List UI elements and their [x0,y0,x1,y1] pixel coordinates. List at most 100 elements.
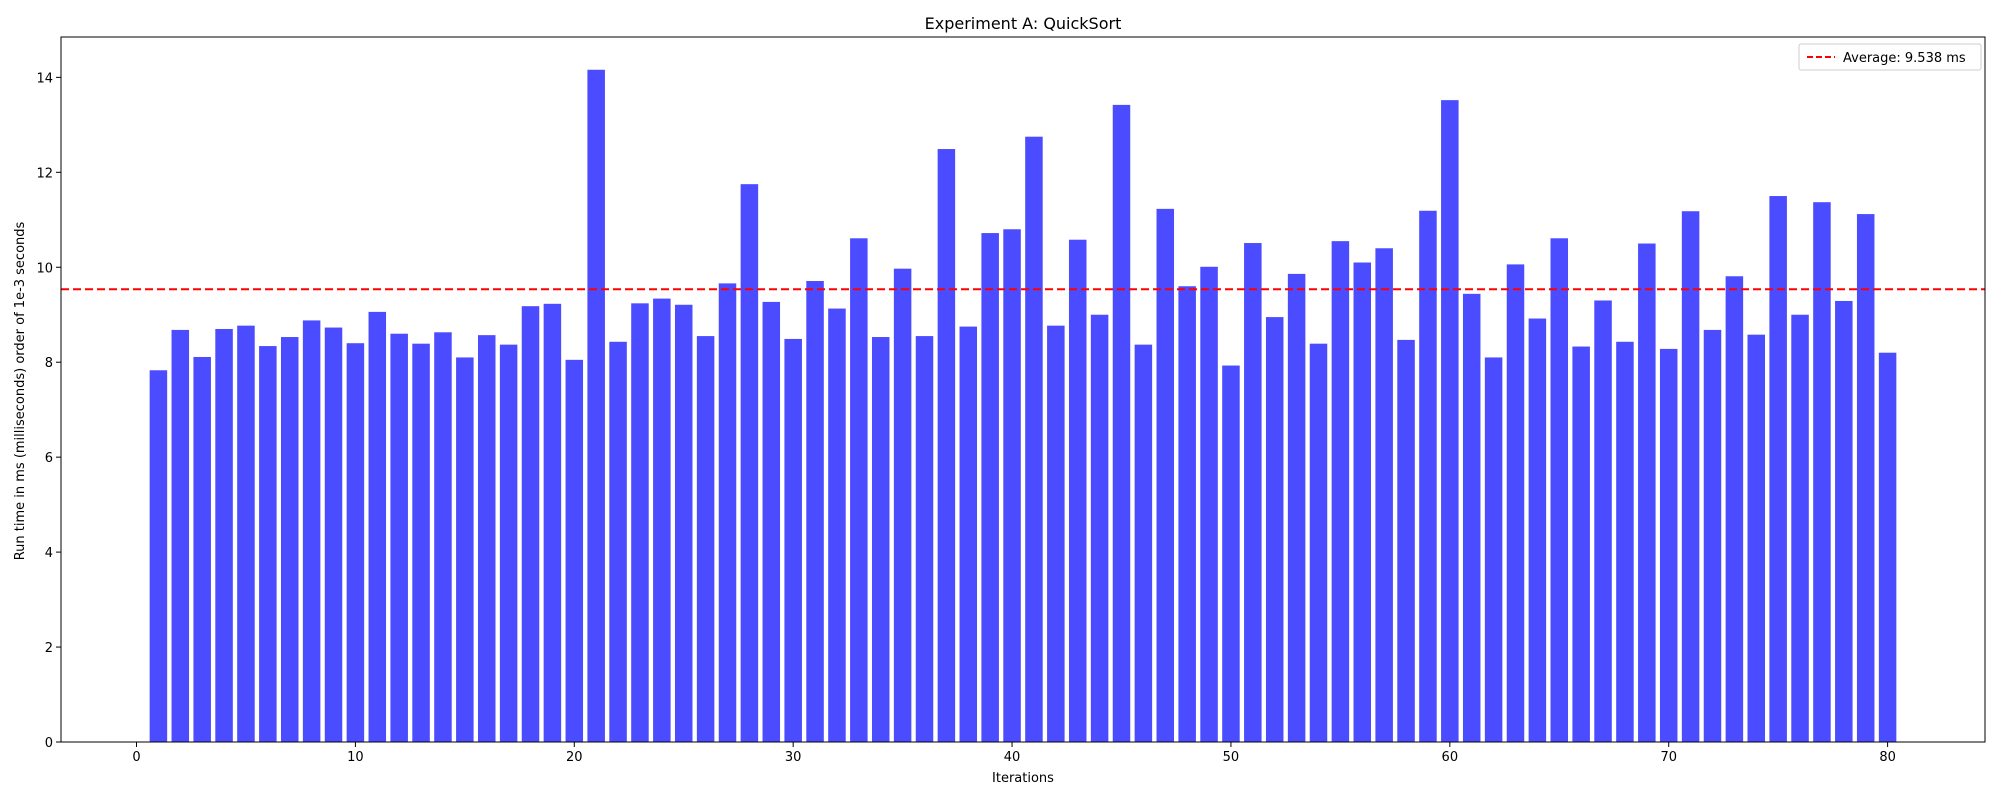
legend: Average: 9.538 ms [1798,43,1982,71]
x-tick-label: 80 [1879,750,1896,765]
bar [390,333,408,742]
bar [259,346,277,742]
bar [346,343,365,742]
bar [850,238,868,743]
bar [1769,196,1787,743]
bar [828,308,846,742]
bar [1725,276,1744,742]
bar [1397,339,1415,742]
x-tick-label: 0 [132,750,140,765]
bar [1265,317,1284,742]
axes-layer [60,36,1986,743]
bar [1528,318,1547,742]
bar [937,149,956,743]
bar [215,328,233,742]
bar [1309,343,1328,742]
bar [1791,314,1809,742]
bar [302,320,321,742]
bar [1112,104,1131,742]
bar [1484,357,1503,742]
bar [477,335,496,742]
bar [1047,325,1065,742]
chart-title: Experiment A: QuickSort [925,14,1122,33]
bar [324,327,343,742]
y-axis-label: Run time in ms (milliseconds) order of 1… [13,221,28,560]
bar [762,301,781,742]
bar [1835,300,1853,742]
x-tick-label: 50 [1223,750,1240,765]
bars-layer [149,69,1897,743]
bar [1375,248,1393,742]
bar [543,303,562,742]
y-tick-label: 8 [45,356,53,371]
bar [1178,286,1196,742]
bar [1419,210,1437,742]
bar [1813,202,1831,742]
bar [1747,334,1766,742]
x-tick-label: 20 [566,750,583,765]
bar [1462,293,1481,742]
bar [1594,300,1612,742]
bar [1222,365,1240,742]
bar [1659,348,1678,742]
bar [1616,341,1634,742]
y-tick-label: 10 [36,261,53,276]
bar [871,337,890,742]
ticks-layer: 0 10 20 30 40 50 60 70 80 0 2 4 6 8 10 12 14 [36,71,1895,765]
bar [412,343,430,742]
y-tick-label: 0 [45,736,53,751]
bar [149,370,168,742]
bar [1441,100,1459,742]
bar [1681,211,1700,743]
bar [806,281,824,742]
bar [1156,208,1175,743]
bar [1025,136,1043,742]
bar [609,341,627,742]
x-tick-label: 10 [347,750,364,765]
bar [193,356,211,742]
x-tick-label: 70 [1660,750,1677,765]
bar [237,325,255,742]
bar [959,326,978,742]
y-tick-label: 12 [36,166,53,181]
bar [718,283,737,742]
bar [1572,346,1590,742]
bar [1287,273,1306,742]
bar [1703,329,1722,742]
bar [368,311,387,742]
plot-frame [60,36,1986,743]
bar [784,338,802,742]
bar [1003,229,1021,742]
y-tick-label: 14 [36,71,53,86]
bar [1068,239,1087,742]
bar [674,304,693,742]
bar [1550,238,1569,743]
bar [434,332,452,742]
legend-box [1798,43,1982,71]
bar [499,344,518,742]
bar [1331,241,1350,742]
bar [1878,352,1897,742]
bar [893,268,912,742]
bar [1134,344,1153,742]
bar [171,329,190,742]
y-tick-label: 6 [45,451,53,466]
bar [1244,243,1262,743]
bar [521,306,540,742]
bar [981,233,999,742]
y-tick-label: 2 [45,641,53,656]
bar [587,69,605,742]
x-tick-label: 40 [1004,750,1021,765]
x-tick-label: 60 [1442,750,1459,765]
y-tick-label: 4 [45,546,53,561]
bar [653,298,671,742]
bar [1200,266,1218,742]
bar [1090,314,1109,742]
bar [1353,262,1372,742]
legend-average-label: Average: 9.538 ms [1843,51,1966,66]
bar [565,359,584,742]
x-tick-label: 30 [785,750,802,765]
